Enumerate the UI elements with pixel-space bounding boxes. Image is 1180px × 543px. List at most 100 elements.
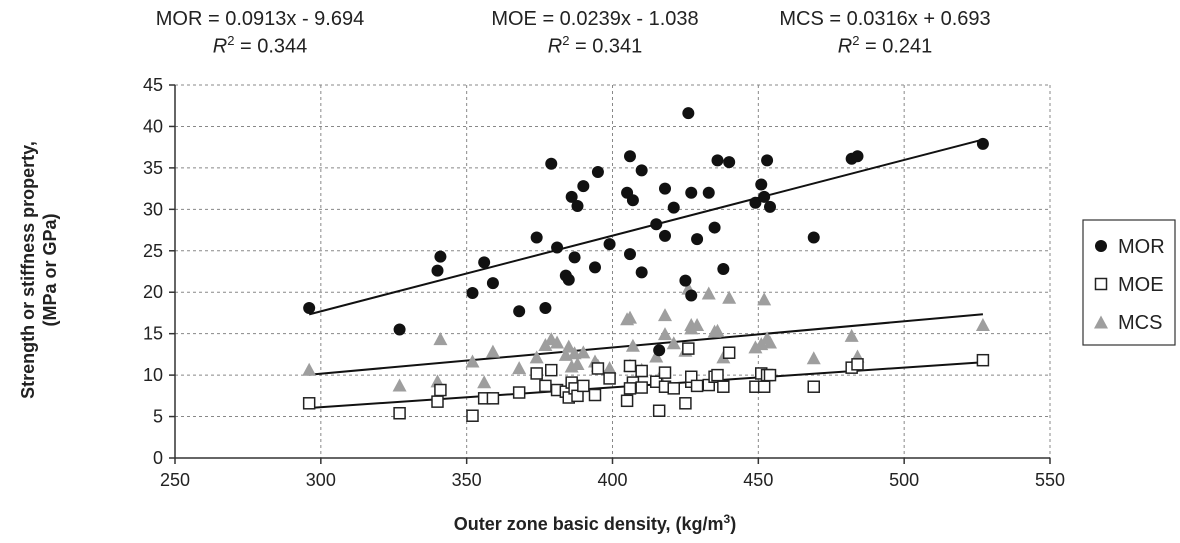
- equation-moe-r2: R2 = 0.341: [547, 33, 643, 58]
- point-moe: [603, 372, 616, 385]
- point-moe: [635, 364, 648, 378]
- x-tick-label: 550: [1035, 470, 1065, 490]
- point-mcs: [550, 335, 565, 349]
- point-mcs: [710, 323, 725, 337]
- point-mor: [591, 166, 604, 179]
- point-mcs: [561, 339, 576, 353]
- point-mcs: [690, 318, 705, 332]
- point-mor: [749, 196, 762, 209]
- y-axis-title: Strength or stiffness property, (MPa or …: [18, 141, 60, 399]
- point-moe: [976, 353, 990, 367]
- point-mor: [577, 180, 590, 193]
- point-mor: [530, 231, 543, 244]
- y-tick-label: 5: [153, 407, 163, 427]
- point-mor: [723, 156, 736, 169]
- trend-line-mor: [308, 138, 984, 316]
- point-mor: [562, 273, 575, 286]
- point-mcs: [465, 354, 480, 368]
- point-mcs: [806, 351, 821, 365]
- point-mcs: [763, 335, 777, 349]
- point-moe: [545, 363, 558, 377]
- equation-mor: MOR = 0.0913x - 9.694 R2 = 0.344: [130, 8, 390, 58]
- point-mor: [717, 263, 730, 276]
- point-mcs: [485, 344, 500, 358]
- legend-label-mor: MOR: [1118, 236, 1165, 258]
- point-mor: [589, 261, 601, 274]
- x-tick-label: 250: [160, 470, 190, 490]
- point-moe: [851, 358, 864, 371]
- legend-marker-moe: [1094, 277, 1108, 291]
- axes: [169, 84, 1051, 464]
- point-mor: [486, 277, 499, 290]
- point-mor: [702, 186, 715, 199]
- point-moe: [717, 380, 730, 393]
- y-tick-label: 35: [143, 158, 163, 178]
- point-moe: [302, 397, 316, 410]
- point-mor: [682, 107, 695, 120]
- point-mor: [679, 274, 692, 287]
- point-moe: [807, 380, 820, 393]
- y-tick-label: 45: [143, 75, 163, 95]
- equation-moe: MOE = 0.0239x - 1.038 R2 = 0.341: [465, 8, 725, 58]
- point-mor: [571, 200, 584, 213]
- point-moe: [466, 409, 479, 422]
- point-moe: [577, 379, 590, 393]
- point-mor: [659, 229, 671, 242]
- point-mor: [976, 137, 989, 150]
- point-mor: [626, 194, 639, 207]
- point-moe: [652, 404, 666, 418]
- point-mcs: [602, 361, 617, 375]
- point-moe: [623, 382, 637, 395]
- equation-mor-text: MOR = 0.0913x - 9.694: [155, 8, 365, 30]
- tick-labels: 0 5 10 15 20 25 30 35 40 45 250 300 350 400 450 500 550: [143, 75, 1065, 490]
- point-moe: [393, 406, 406, 420]
- point-moe: [658, 366, 672, 379]
- y-axis-title-line2: (MPa or GPa): [40, 213, 60, 326]
- point-moe: [591, 362, 605, 375]
- point-mor: [708, 221, 721, 234]
- point-moe: [679, 397, 692, 410]
- equation-moe-text: MOE = 0.0239x - 1.038: [491, 8, 699, 30]
- point-mcs: [477, 375, 492, 389]
- point-mcs: [658, 308, 672, 322]
- point-mor: [851, 150, 864, 163]
- point-mcs: [433, 332, 448, 346]
- point-moe: [690, 379, 704, 393]
- point-mcs: [625, 338, 640, 352]
- point-mor: [478, 256, 491, 269]
- point-mor: [303, 301, 316, 314]
- point-mor: [685, 289, 698, 302]
- point-moe: [623, 359, 637, 373]
- x-tick-label: 500: [889, 470, 919, 490]
- x-tick-label: 400: [597, 470, 627, 490]
- point-mor: [624, 248, 636, 261]
- point-mcs: [302, 362, 317, 376]
- point-moe: [682, 342, 695, 355]
- point-mor: [551, 241, 564, 254]
- y-tick-label: 0: [153, 448, 163, 468]
- point-mor: [466, 287, 479, 300]
- point-mor: [431, 264, 444, 277]
- point-moe: [711, 368, 724, 382]
- point-moe: [486, 392, 500, 405]
- point-moe: [722, 346, 736, 359]
- y-tick-label: 15: [143, 324, 163, 344]
- point-mor: [539, 301, 552, 314]
- point-moe: [588, 388, 602, 402]
- point-moe: [512, 386, 526, 399]
- legend-label-moe: MOE: [1118, 274, 1164, 296]
- point-mcs: [658, 327, 672, 341]
- equation-mor-r2: R2 = 0.344: [212, 33, 308, 58]
- point-moe: [763, 368, 777, 382]
- point-mcs: [844, 328, 859, 342]
- point-mor: [653, 344, 666, 357]
- point-mor: [635, 164, 648, 177]
- point-mcs: [757, 292, 772, 306]
- point-mor: [685, 186, 698, 199]
- legend-marker-mor: [1095, 240, 1107, 252]
- point-mor: [635, 266, 648, 279]
- point-mcs: [512, 361, 527, 375]
- point-mcs: [529, 350, 544, 364]
- point-moe: [620, 394, 634, 408]
